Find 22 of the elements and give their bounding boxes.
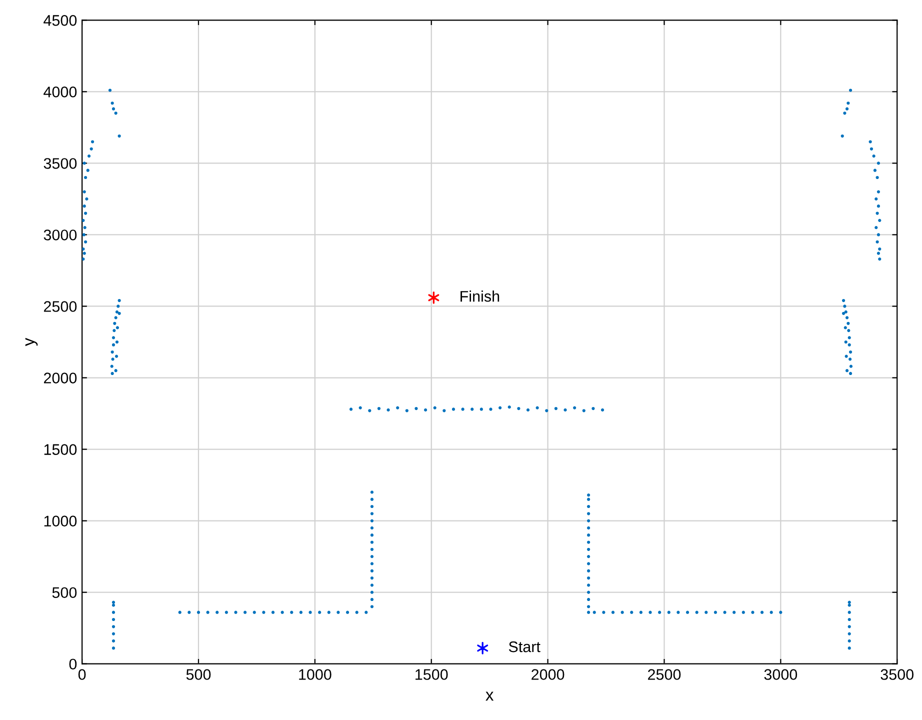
x-tick-label: 0 — [78, 669, 86, 680]
x-tick-label: 3500 — [880, 669, 914, 680]
y-tick-label: 3000 — [44, 230, 77, 240]
y-tick-label: 0 — [69, 658, 77, 670]
y-tick-label: 1000 — [44, 516, 77, 526]
series-label: Finish — [460, 290, 500, 302]
y-tick-label: 1500 — [44, 444, 77, 455]
y-tick-label: 2000 — [44, 372, 77, 384]
x-tick-label: 3000 — [764, 669, 798, 680]
x-tick-label: 500 — [186, 669, 211, 680]
x-tick-label: 1000 — [299, 669, 332, 680]
y-tick-label: 2500 — [44, 301, 77, 312]
y-tick-label: 4000 — [44, 86, 77, 98]
y-axis-title: y — [25, 338, 38, 346]
y-tick-label: 3500 — [44, 158, 77, 169]
x-axis-title: x — [486, 692, 494, 701]
y-tick-label: 4500 — [44, 15, 77, 26]
x-tick-label: 1500 — [416, 669, 448, 680]
x-tick-label: 2500 — [648, 669, 681, 680]
x-tick-label: 2000 — [532, 669, 564, 680]
y-tick-label: 500 — [52, 587, 77, 598]
series-label: Start — [508, 641, 540, 652]
